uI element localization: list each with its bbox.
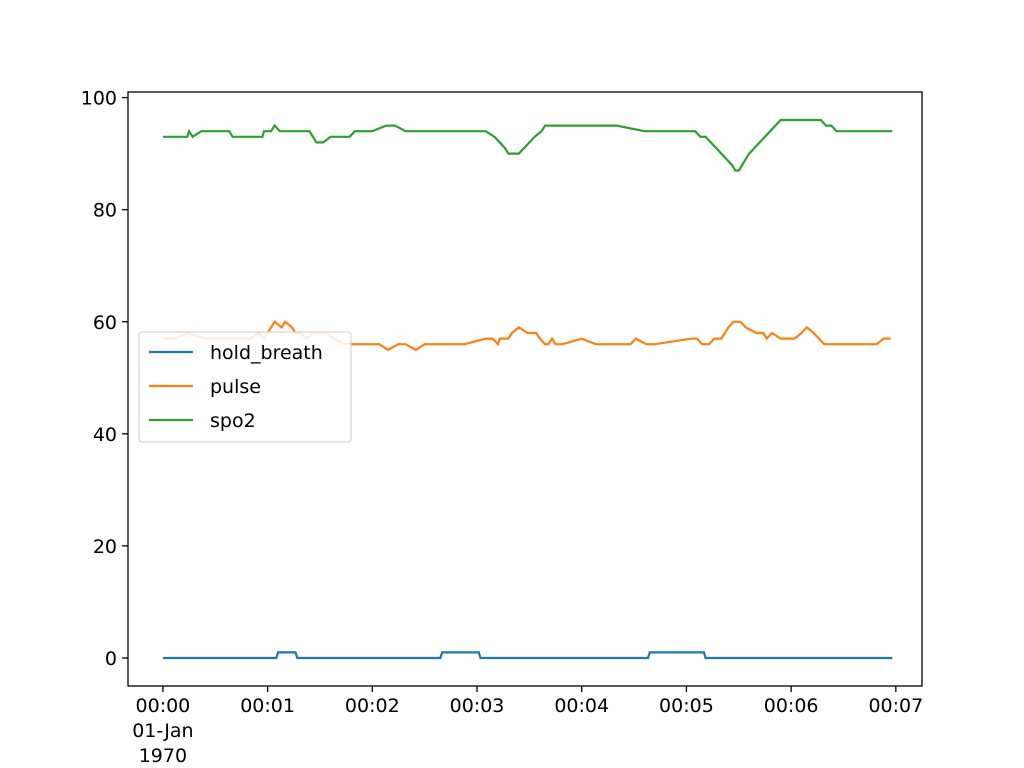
- y-tick-label: 80: [93, 200, 117, 222]
- x-tick-label: 00:07: [868, 695, 923, 717]
- x-tick-label: 00:06: [764, 695, 819, 717]
- series-line-hold-breath: [162, 651, 893, 660]
- x-tick-label: 00:05: [659, 695, 714, 717]
- legend-box: [138, 331, 352, 443]
- x-tick-sublabel-year: 1970: [139, 745, 187, 767]
- series-line-spo2: [162, 118, 893, 172]
- axes-frame: [127, 91, 923, 687]
- legend-label-hold-breath: hold_breath: [210, 342, 323, 364]
- x-tick-label: 00:04: [554, 695, 609, 717]
- y-tick-label: 40: [93, 424, 117, 446]
- y-tick-label: 60: [93, 312, 117, 334]
- x-tick-label: 00:02: [345, 695, 400, 717]
- x-tick-label: 00:00: [136, 695, 191, 717]
- y-tick-label: 20: [93, 536, 117, 558]
- x-tick-label: 00:01: [240, 695, 295, 717]
- x-axis: 00:00 01-Jan 1970 00:01 00:02 00:03 00:04 00:05…: [132, 686, 923, 767]
- y-tick-label: 0: [105, 648, 117, 670]
- x-tick-label: 00:03: [450, 695, 505, 717]
- y-tick-label: 100: [81, 88, 117, 110]
- x-tick-sublabel: 01-Jan: [132, 720, 193, 742]
- legend-label-spo2: spo2: [210, 410, 256, 432]
- y-axis: 0 20 40 60 80 100: [81, 88, 128, 670]
- legend-label-pulse: pulse: [210, 376, 261, 398]
